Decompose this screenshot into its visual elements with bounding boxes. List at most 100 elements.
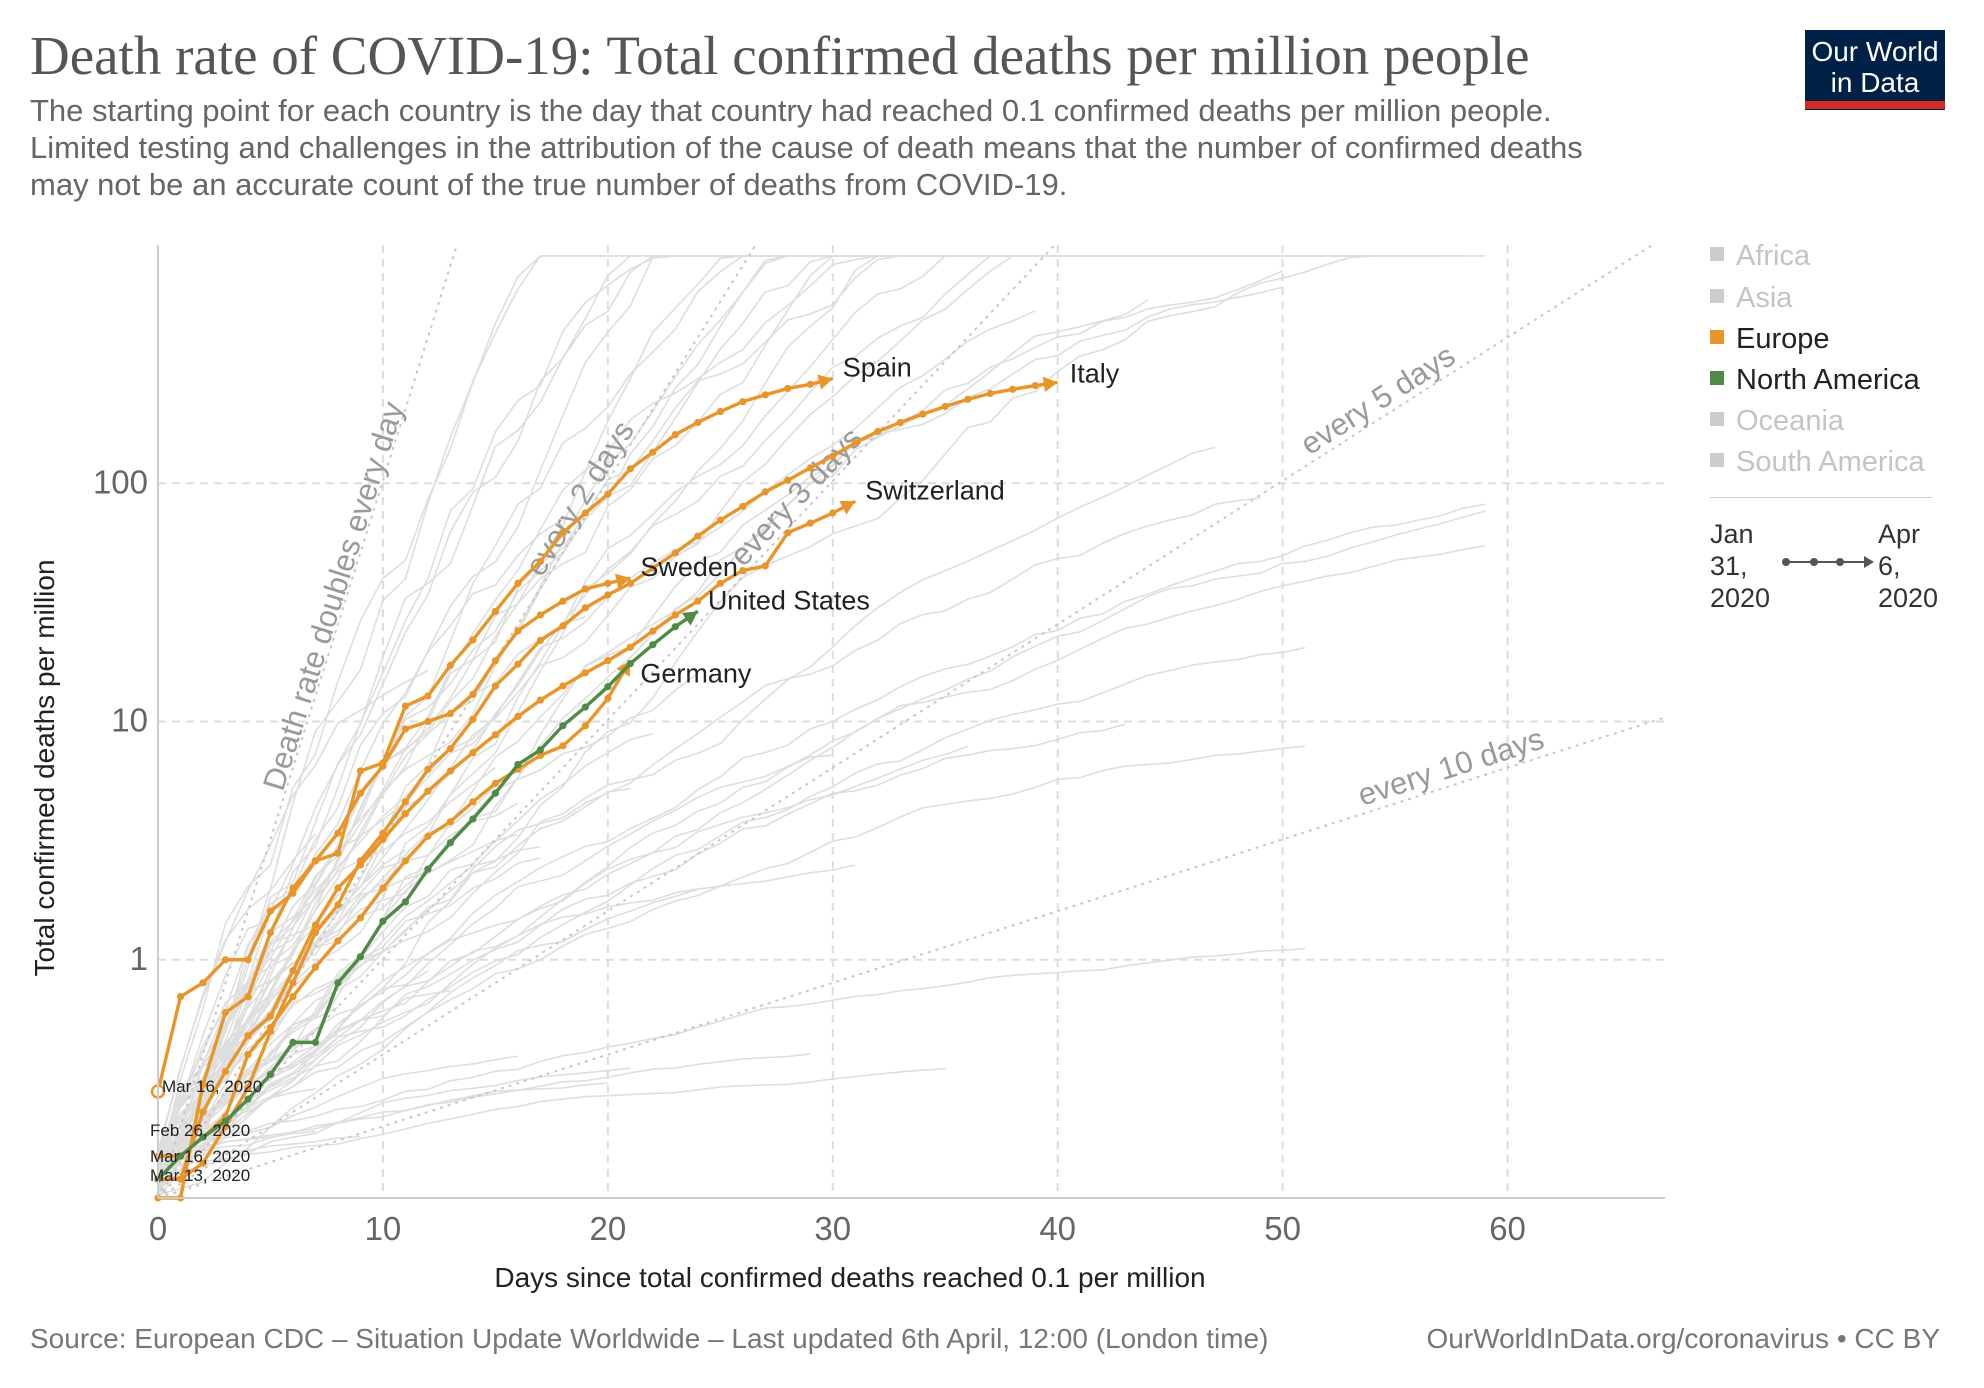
reference-line-label: every 10 days bbox=[1354, 721, 1549, 813]
data-point bbox=[469, 715, 477, 724]
legend-swatch bbox=[1710, 330, 1724, 345]
timeline-start-label[interactable]: Jan 31, 2020 bbox=[1710, 518, 1770, 614]
background-country-line bbox=[157, 510, 1486, 1168]
data-point bbox=[671, 623, 679, 631]
series-line-germany bbox=[158, 659, 632, 1158]
data-point bbox=[469, 636, 477, 644]
legend-item-asia[interactable]: Asia bbox=[1710, 282, 1792, 315]
data-point bbox=[1009, 385, 1017, 393]
data-point bbox=[289, 1038, 297, 1046]
legend-item-europe[interactable]: Europe bbox=[1710, 323, 1830, 356]
legend-item-north-america[interactable]: North America bbox=[1710, 364, 1920, 397]
timeline-end-year: 2020 bbox=[1878, 583, 1939, 613]
data-point bbox=[334, 979, 342, 987]
background-country-line bbox=[157, 745, 969, 1167]
data-point bbox=[266, 1012, 275, 1020]
legend-label: South America bbox=[1736, 446, 1925, 478]
timeline-start-year: 2020 bbox=[1710, 583, 1771, 613]
background-country-line bbox=[157, 745, 1306, 1152]
data-point bbox=[581, 509, 589, 517]
background-country-line bbox=[157, 1082, 608, 1157]
data-point bbox=[424, 865, 432, 873]
data-point bbox=[334, 849, 342, 857]
data-point bbox=[379, 917, 387, 925]
data-point bbox=[221, 1117, 230, 1125]
start-date-annotation: Mar 13, 2020 bbox=[150, 1166, 250, 1185]
series-arrowhead bbox=[614, 573, 631, 589]
data-point bbox=[311, 857, 320, 865]
background-country-line bbox=[157, 299, 1149, 1184]
data-point bbox=[559, 742, 567, 750]
data-point bbox=[199, 979, 207, 987]
timeline-handle-end bbox=[1864, 556, 1874, 568]
data-point bbox=[221, 1067, 230, 1075]
source-note[interactable]: Source: European CDC – Situation Update … bbox=[30, 1323, 1269, 1354]
background-country-line bbox=[157, 616, 586, 1183]
reference-line bbox=[157, 244, 1056, 1199]
data-point bbox=[266, 1070, 275, 1079]
background-country-line bbox=[157, 885, 721, 1162]
data-point bbox=[941, 402, 949, 411]
legend-divider bbox=[1710, 497, 1932, 498]
data-point bbox=[964, 395, 972, 403]
logo-line-1: Our World bbox=[1811, 36, 1939, 67]
y-axis-label: Total confirmed deaths per million bbox=[29, 559, 60, 976]
license-link[interactable]: OurWorldInData.org/coronavirus • CC BY bbox=[1426, 1323, 1940, 1354]
data-point bbox=[806, 519, 814, 527]
timeline-slider[interactable] bbox=[1780, 552, 1876, 572]
data-point bbox=[356, 767, 365, 775]
data-point bbox=[491, 682, 499, 690]
reference-line-label: every 2 days bbox=[518, 415, 641, 582]
x-tick-label: 50 bbox=[1264, 1210, 1301, 1247]
background-country-line bbox=[157, 723, 1126, 1199]
data-point bbox=[559, 529, 567, 537]
series-line-sweden bbox=[158, 576, 631, 1200]
background-country-line bbox=[157, 503, 1486, 1156]
timeline-end-label[interactable]: Apr 6, 2020 bbox=[1878, 518, 1938, 614]
data-point bbox=[446, 818, 455, 826]
timeline-dot bbox=[1810, 558, 1818, 566]
data-point bbox=[491, 607, 499, 615]
timeline-start-month: Jan bbox=[1710, 519, 1754, 549]
series-line-switzerland bbox=[158, 499, 857, 1181]
x-tick-label: 40 bbox=[1039, 1210, 1076, 1247]
data-point bbox=[199, 1080, 207, 1088]
legend-swatch bbox=[1710, 371, 1724, 386]
data-point bbox=[401, 798, 410, 806]
data-point bbox=[289, 979, 297, 987]
legend-item-africa[interactable]: Africa bbox=[1710, 240, 1810, 273]
data-point bbox=[244, 1032, 252, 1040]
data-point bbox=[626, 579, 634, 587]
data-point bbox=[649, 627, 657, 635]
data-point bbox=[649, 448, 657, 456]
data-point bbox=[446, 839, 455, 847]
series-label-germany: Germany bbox=[640, 659, 752, 689]
chart-subtitle: The starting point for each country is t… bbox=[30, 93, 1583, 202]
background-country-line bbox=[157, 1067, 631, 1183]
legend-swatch bbox=[1710, 412, 1724, 427]
owid-logo[interactable]: Our World in Data bbox=[1805, 30, 1945, 110]
data-point bbox=[671, 549, 679, 557]
data-point bbox=[334, 937, 342, 945]
data-point bbox=[289, 993, 297, 1001]
x-tick-label: 30 bbox=[814, 1210, 851, 1247]
data-point bbox=[559, 722, 567, 730]
data-point bbox=[536, 557, 544, 565]
data-point bbox=[581, 669, 589, 677]
legend-item-oceania[interactable]: Oceania bbox=[1710, 405, 1844, 438]
data-point bbox=[514, 660, 522, 668]
legend-item-south-america[interactable]: South America bbox=[1710, 446, 1925, 479]
data-point bbox=[221, 1009, 230, 1017]
data-point bbox=[266, 907, 275, 915]
series-label-italy: Italy bbox=[1070, 358, 1120, 388]
data-point bbox=[424, 717, 432, 726]
series-label-switzerland: Switzerland bbox=[865, 475, 1005, 505]
data-point bbox=[424, 832, 432, 840]
data-point bbox=[491, 657, 499, 665]
legend-label: Oceania bbox=[1736, 405, 1845, 437]
data-point bbox=[784, 476, 792, 484]
data-point bbox=[514, 627, 522, 635]
data-point bbox=[311, 1038, 320, 1046]
data-point bbox=[581, 604, 589, 612]
data-point bbox=[469, 690, 477, 698]
